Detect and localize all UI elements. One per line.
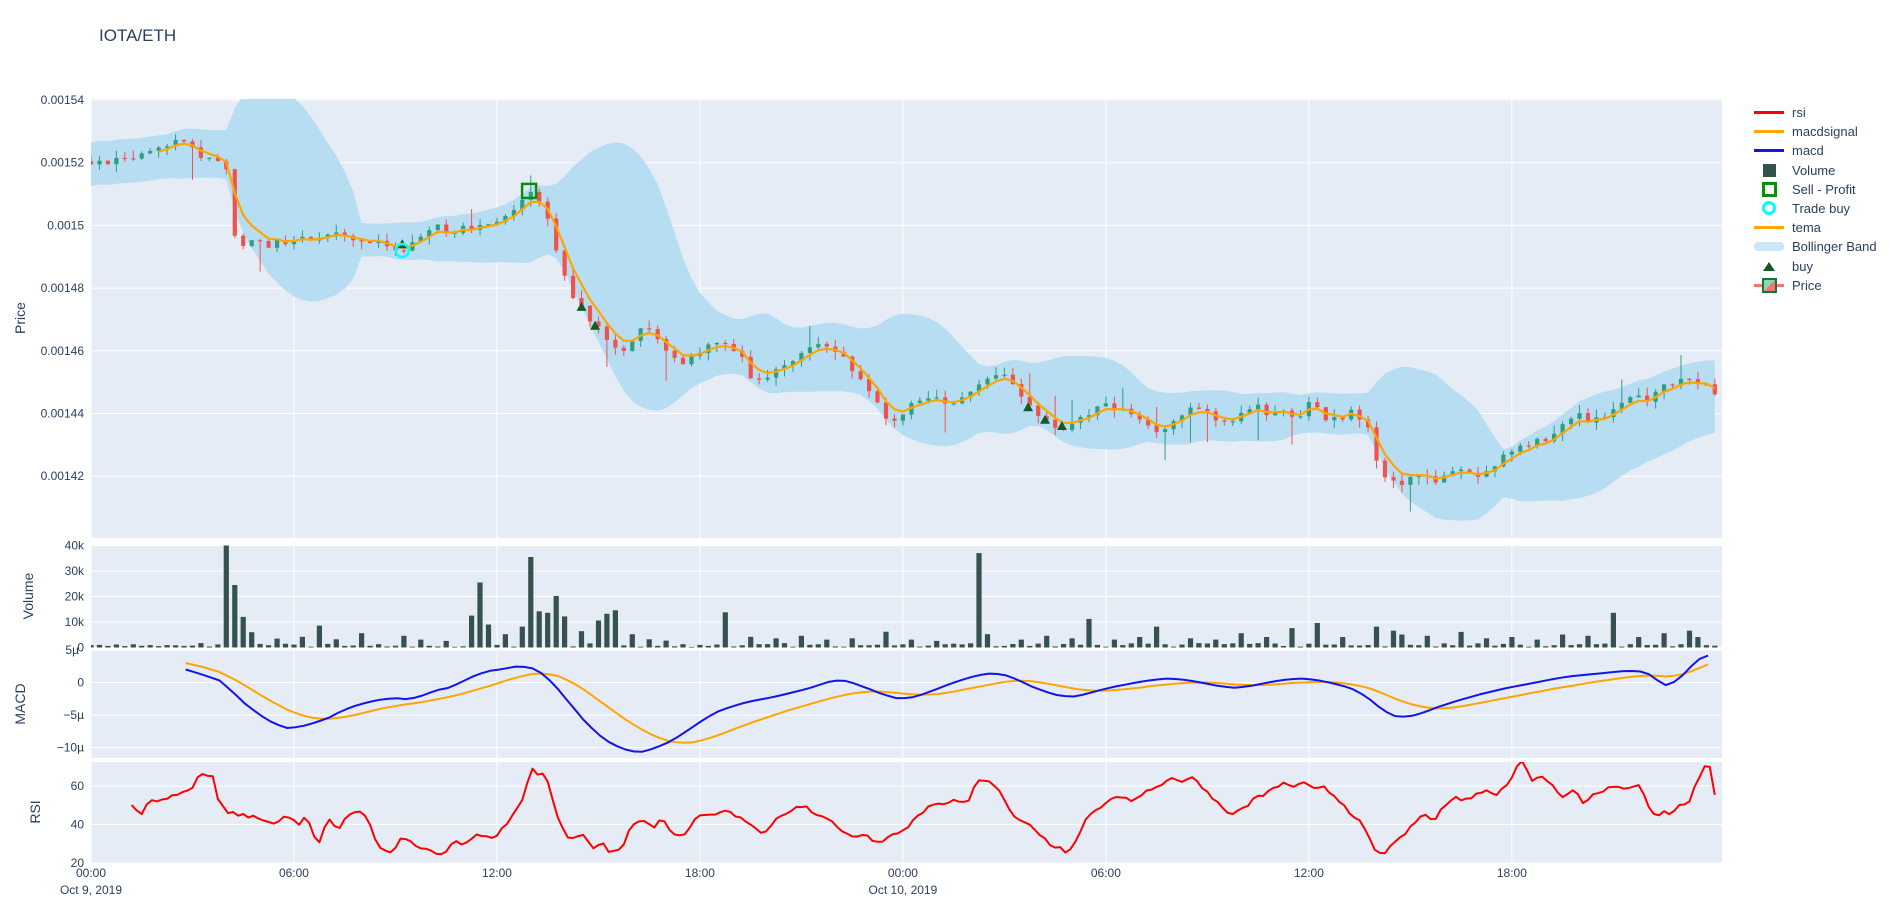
rsi-line-icon <box>1754 111 1784 114</box>
volume-chart[interactable] <box>88 545 1718 648</box>
svg-text:20: 20 <box>71 856 85 870</box>
legend-label: Sell - Profit <box>1792 181 1856 197</box>
sell-profit-square-icon <box>1754 181 1784 197</box>
svg-text:−10µ: −10µ <box>57 741 84 755</box>
svg-text:00:00: 00:00 <box>888 866 918 880</box>
buy-marker <box>576 301 587 311</box>
svg-text:0.00148: 0.00148 <box>41 281 85 295</box>
trade-markers <box>394 182 1067 431</box>
price-chart[interactable] <box>89 87 1717 521</box>
svg-text:06:00: 06:00 <box>279 866 309 880</box>
trade-buy-circle-icon <box>1754 201 1784 216</box>
macd-line-icon <box>1754 149 1784 153</box>
svg-text:20k: 20k <box>65 590 85 604</box>
legend-label: Bollinger Band <box>1792 239 1877 255</box>
legend-item-macdsignal[interactable]: macdsignal <box>1754 124 1877 140</box>
svg-text:Volume: Volume <box>20 572 36 619</box>
tema-line <box>158 142 1716 480</box>
axis-labels: 0.00154 0.00152 0.0015 0.00148 0.00146 0.0014… <box>12 93 1527 897</box>
svg-text:0: 0 <box>77 641 84 655</box>
legend-item-bollinger-band[interactable]: Bollinger Band <box>1754 239 1877 255</box>
legend-item-macd[interactable]: macd <box>1754 143 1877 159</box>
legend-item-trade-buy[interactable]: Trade buy <box>1754 200 1877 216</box>
legend-label: macdsignal <box>1792 124 1858 140</box>
svg-text:40: 40 <box>71 818 85 832</box>
svg-text:Price: Price <box>12 302 28 334</box>
legend-item-price[interactable]: Price <box>1754 277 1877 294</box>
svg-text:00:00: 00:00 <box>76 866 106 880</box>
tema-line-icon <box>1754 226 1784 230</box>
legend-label: Price <box>1792 277 1822 293</box>
legend-label: buy <box>1792 258 1813 274</box>
legend-label: Trade buy <box>1792 200 1851 216</box>
legend-item-sell-profit[interactable]: Sell - Profit <box>1754 181 1877 197</box>
chart-title: IOTA/ETH <box>99 26 177 45</box>
svg-text:0.00142: 0.00142 <box>41 469 85 483</box>
svg-text:0.0015: 0.0015 <box>47 218 84 232</box>
volume-square-icon <box>1754 163 1784 177</box>
macd-line <box>185 654 1709 753</box>
svg-text:12:00: 12:00 <box>1294 866 1324 880</box>
svg-text:60: 60 <box>71 779 85 793</box>
svg-text:5µ: 5µ <box>65 643 79 657</box>
macdsignal-line-icon <box>1754 130 1784 134</box>
macdsignal-line <box>185 662 1709 744</box>
buy-marker <box>1056 421 1067 431</box>
svg-text:RSI: RSI <box>27 800 43 823</box>
trade-buy-marker <box>394 242 410 259</box>
svg-text:0.00146: 0.00146 <box>41 344 85 358</box>
legend-label: Volume <box>1792 162 1836 178</box>
sell-profit-marker <box>520 182 538 200</box>
rsi-panel[interactable] <box>91 762 1722 863</box>
svg-text:Oct 9, 2019: Oct 9, 2019 <box>60 883 122 897</box>
svg-text:MACD: MACD <box>12 683 28 724</box>
legend-label: macd <box>1792 143 1824 159</box>
legend: rsi macdsignal macd Volume Sell - Profit… <box>1754 105 1877 294</box>
bollinger-band-icon <box>1754 242 1784 252</box>
svg-text:40k: 40k <box>65 539 85 553</box>
svg-text:18:00: 18:00 <box>685 866 715 880</box>
svg-text:12:00: 12:00 <box>482 866 512 880</box>
svg-text:Oct 10, 2019: Oct 10, 2019 <box>869 883 938 897</box>
legend-label: tema <box>1792 220 1821 236</box>
legend-item-volume[interactable]: Volume <box>1754 162 1877 178</box>
svg-text:0.00144: 0.00144 <box>41 407 85 421</box>
rsi-line[interactable] <box>130 761 1716 856</box>
svg-text:0.00154: 0.00154 <box>41 93 85 107</box>
price-candlestick-icon <box>1754 278 1784 294</box>
svg-text:30k: 30k <box>65 564 85 578</box>
buy-marker <box>1040 414 1051 424</box>
buy-marker <box>590 320 601 330</box>
svg-text:0: 0 <box>77 676 84 690</box>
svg-text:18:00: 18:00 <box>1497 866 1527 880</box>
legend-item-tema[interactable]: tema <box>1754 220 1877 236</box>
svg-text:0.00152: 0.00152 <box>41 156 85 170</box>
buy-triangle-icon <box>1754 261 1784 271</box>
legend-item-rsi[interactable]: rsi <box>1754 105 1877 120</box>
legend-label: rsi <box>1792 105 1806 120</box>
svg-text:06:00: 06:00 <box>1091 866 1121 880</box>
svg-text:10k: 10k <box>65 615 85 629</box>
svg-text:−5µ: −5µ <box>63 708 84 722</box>
legend-item-buy[interactable]: buy <box>1754 258 1877 274</box>
buy-marker <box>1023 402 1034 412</box>
macd-chart[interactable] <box>185 654 1709 753</box>
